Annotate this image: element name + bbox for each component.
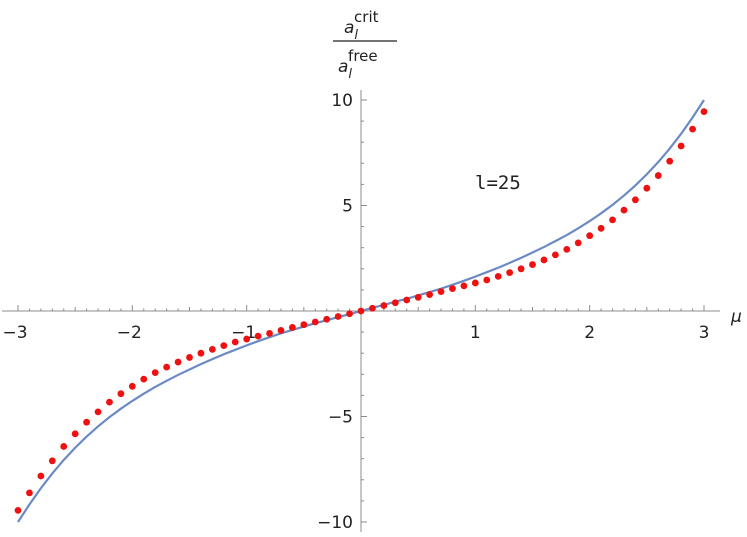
y-tick-label: 5 [342,197,353,217]
data-point [369,304,376,312]
data-point [289,324,296,331]
data-point [414,293,422,301]
y-tick-label: −10 [317,513,353,533]
data-point [700,108,708,115]
data-point [654,172,662,179]
data-point [494,273,502,280]
y-title-numerator: al crit [344,8,379,43]
data-point [666,157,674,165]
data-point [609,216,616,224]
data-point [186,354,193,361]
data-point [311,318,319,326]
data-point [620,206,628,214]
data-point [60,443,68,450]
data-point [151,369,159,377]
y-tick-label: 10 [331,91,353,111]
data-point [597,224,605,232]
data-point [37,472,45,480]
series-layer [14,99,708,523]
data-point [574,239,582,247]
data-point [689,125,696,133]
y-title-num-sup: crit [354,8,379,26]
y-title-denominator: al free [338,47,378,82]
x-tick-label: −3 [2,323,27,343]
data-point [563,245,571,253]
data-point [483,276,491,284]
data-point [506,269,514,276]
data-point [677,142,685,150]
data-point [357,307,365,315]
data-point [449,285,456,293]
data-point [71,430,79,438]
data-point [197,349,205,357]
data-point [83,418,90,426]
data-point [231,338,239,346]
data-point [243,335,251,343]
data-point [266,329,273,337]
data-point [174,358,182,366]
data-point [208,346,216,353]
data-point [14,506,22,514]
data-point [380,302,388,309]
data-point [643,184,651,192]
x-axis-title: μ [730,307,742,327]
x-tick-label: −2 [117,323,142,343]
data-point [426,291,433,298]
data-point [140,375,148,383]
data-point [300,321,308,329]
data-point [48,457,56,465]
data-point [540,256,548,264]
data-point [632,196,639,204]
data-point [323,315,331,323]
data-point [437,288,445,295]
y-title-num-base: a [344,18,354,38]
y-title-den-base: a [338,57,348,77]
data-point [586,232,594,240]
x-tick-label: 3 [699,323,710,343]
y-title-num-sub: l [354,28,358,43]
x-ticks: −3 −2 −1 1 2 3 [2,323,709,343]
data-point [403,296,411,304]
x-tick-label: 2 [584,323,595,343]
data-point [334,313,342,320]
x-tick-label: 1 [470,323,481,343]
data-point [346,310,353,318]
y-tick-label: −5 [328,408,353,428]
data-point [277,327,285,334]
data-point [106,398,113,406]
data-point [220,342,228,349]
data-point [517,265,525,273]
data-point [254,332,262,340]
data-point [26,489,33,497]
data-point [471,279,479,287]
data-point [94,408,102,416]
data-point [128,382,136,390]
data-point [391,299,399,307]
data-point [529,261,536,268]
y-title-den-sup: free [348,47,378,65]
y-ticks: −10 −5 5 10 [317,91,353,533]
y-title-den-sub: l [348,67,352,82]
data-point [460,282,468,290]
data-point [551,251,559,259]
annotation-l-25: l=25 [475,172,521,194]
x-tick-label: −1 [231,323,256,343]
y-axis-title: alcrit alfree [333,8,397,82]
data-point [117,390,125,398]
data-point [163,363,171,371]
